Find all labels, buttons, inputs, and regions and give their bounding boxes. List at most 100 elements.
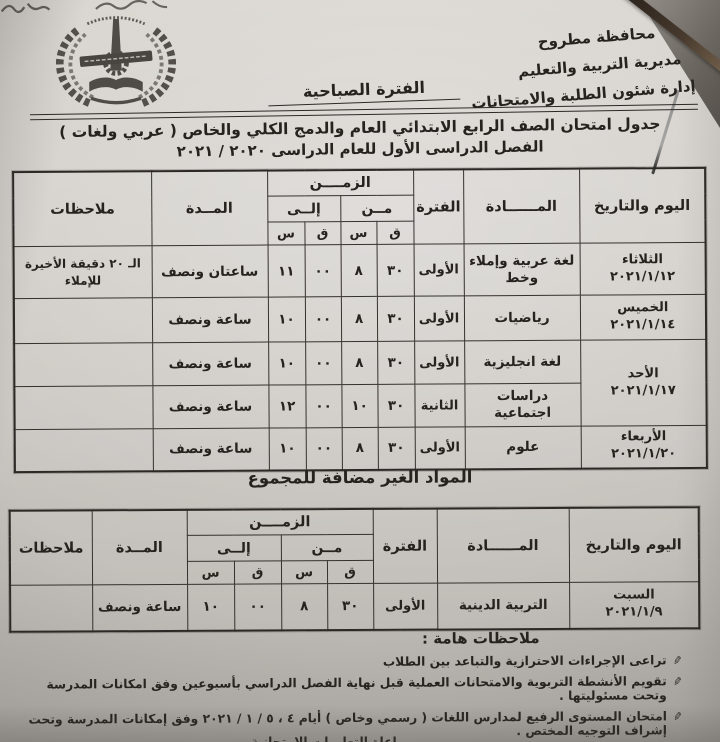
cell-note: الـ ٢٠ دقيقة الأخيرة للإملاء [13, 245, 152, 299]
cell-from-minutes: ٣٠ [376, 296, 415, 342]
cell-subject: علوم [464, 426, 581, 469]
day-name: الأحد [627, 365, 659, 381]
day-name: السبت [613, 587, 655, 604]
cell-to-hours: ١٢ [268, 384, 306, 429]
cell-duration: ساعة ونصف [152, 342, 269, 386]
addon-exam-table: اليوم والتاريخ المــــــادة الفترة الزمـ… [8, 506, 701, 633]
pen-bullet-icon: ✎ [671, 674, 684, 689]
cell-from-minutes: ٣٠ [327, 583, 374, 630]
day-date: ٢٠٢١/١/١٧ [610, 382, 676, 398]
cell-day-date: الأحد ٢٠٢١/١/١٧ [580, 339, 707, 427]
cell-to-minutes: ٠٠ [234, 583, 282, 631]
header-period: الفترة [372, 508, 438, 584]
header-day-date: اليوم والتاريخ [579, 167, 706, 244]
note-item: ✎ تراعى الإجراءات الاحترازية والتباعد بي… [10, 653, 683, 671]
cell-note [14, 385, 153, 430]
header-notes: ملاحظات [13, 171, 152, 247]
header-day-date: اليوم والتاريخ [568, 507, 700, 583]
cell-note [14, 428, 153, 472]
cell-subject: لغة عربية وإملاء وخط [463, 243, 580, 296]
cell-day-date: الثلاثاء ٢٠٢١/١/١٢ [579, 242, 706, 296]
cell-to-hours: ١٠ [268, 341, 306, 386]
header-hours: س [186, 561, 235, 585]
header-hours: س [267, 221, 305, 246]
header-minutes: ق [326, 560, 374, 584]
cell-note [14, 342, 153, 387]
header-from: مــن [280, 534, 373, 561]
header-subject: المــــــادة [436, 507, 570, 584]
day-name: الخميس [617, 300, 669, 316]
table-row: الثلاثاء ٢٠٢١/١/١٢ لغة عربية وإملاء وخط … [13, 242, 706, 299]
cell-subject: رياضيات [463, 295, 581, 341]
cell-to-minutes: ٠٠ [305, 427, 342, 470]
notes-heading: ملاحظات هامة : [421, 628, 540, 648]
document-title: جدول امتحان الصف الرابع الابتدائي العام … [20, 114, 700, 162]
header-hours: س [280, 560, 328, 584]
main-exam-table: اليوم والتاريخ المــــــادة الفترة الزمـ… [12, 166, 708, 473]
header-period: الفترة [413, 169, 464, 245]
header-hours: س [340, 221, 377, 245]
cell-duration: ساعة ونصف [152, 385, 269, 429]
cell-from-hours: ٨ [281, 583, 328, 630]
header-notes: ملاحظات [9, 510, 93, 586]
header-time: الزمــــن [186, 508, 373, 536]
cell-duration: ساعة ونصف [92, 584, 188, 631]
cell-from-hours: ١٠ [341, 384, 378, 428]
cell-day-date: السبت ٢٠٢١/١/٩ [569, 581, 700, 629]
header-duration: المــدة [151, 170, 268, 246]
cell-duration: ساعتان ونصف [151, 245, 268, 298]
day-date: ٢٠٢١/١/١٢ [609, 268, 676, 284]
cell-to-minutes: ٠٠ [305, 341, 342, 385]
cell-to-minutes: ٠٠ [304, 296, 342, 342]
table-row: الخميس ٢٠٢١/١/١٤ رياضيات الأولى ٣٠ ٨ ٠٠ … [13, 294, 707, 344]
cell-period: الثانية [414, 383, 465, 428]
cell-subject: لغة انجليزية [464, 340, 581, 384]
day-date: ٢٠٢١/١/٢٠ [610, 446, 677, 462]
cell-from-hours: ٨ [341, 341, 378, 385]
header-from: مــن [340, 195, 414, 222]
cell-from-minutes: ٣٠ [377, 341, 415, 385]
header-minutes: ق [233, 560, 282, 585]
header-minutes: ق [304, 221, 341, 245]
header-duration: المــدة [91, 509, 188, 585]
cell-from-hours: ٨ [340, 244, 377, 297]
cell-duration: ساعة ونصف [151, 297, 269, 343]
cell-to-hours: ١١ [267, 244, 305, 298]
cell-from-minutes: ٣٠ [377, 384, 415, 428]
cell-note [13, 297, 153, 344]
addon-section-title: المواد الغير مضافة للمجموع [247, 467, 473, 488]
cell-to-minutes: ٠٠ [305, 384, 342, 428]
pen-bullet-icon: ✎ [671, 653, 683, 668]
cell-note [10, 584, 93, 632]
cell-day-date: الأربعاء ٢٠٢١/١/٢٠ [580, 425, 707, 469]
ministry-emblem-logo [55, 16, 177, 107]
day-name: الثلاثاء [621, 251, 663, 268]
table-row: الأربعاء ٢٠٢١/١/٢٠ علوم الأولى ٣٠ ٨ ٠٠ ١… [14, 425, 707, 472]
header-to: إلــى [186, 534, 281, 562]
cell-period: الأولى [413, 295, 465, 342]
header-to: إلــى [267, 195, 341, 223]
pen-bullet-icon: ✎ [671, 709, 684, 724]
important-notes: ملاحظات هامة : ✎ تراعى الإجراءات الاحترا… [10, 628, 683, 742]
cell-duration: ساعة ونصف [152, 428, 269, 471]
handwriting-scribble [95, 0, 168, 10]
cell-period: الأولى [414, 426, 465, 470]
cell-from-minutes: ٣٠ [377, 427, 415, 470]
table-row: الأحد ٢٠٢١/١/١٧ لغة انجليزية الأولى ٣٠ ٨… [14, 339, 707, 427]
note-text: تراعى الإجراءات الاحترازية والتباعد بين … [382, 653, 667, 669]
handwriting-scribble [0, 3, 51, 14]
header-time: الزمــــن [267, 169, 414, 197]
day-date: ٢٠٢١/١/٩ [605, 604, 663, 620]
header-subject: المــــــادة [463, 168, 580, 244]
cell-from-hours: ٨ [341, 427, 378, 470]
header-minutes: ق [376, 221, 414, 245]
cell-period: الأولى [373, 583, 438, 630]
cell-to-hours: ١٠ [268, 427, 306, 471]
cell-from-minutes: ٣٠ [376, 244, 414, 297]
cell-day-date: الخميس ٢٠٢١/١/١٤ [579, 294, 707, 341]
cell-to-minutes: ٠٠ [304, 244, 341, 297]
cell-period: الأولى [414, 340, 465, 385]
day-date: ٢٠٢١/١/١٤ [610, 317, 676, 333]
cell-period: الأولى [413, 243, 464, 297]
